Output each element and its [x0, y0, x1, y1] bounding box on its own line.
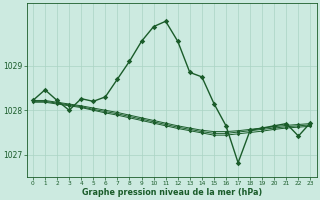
X-axis label: Graphe pression niveau de la mer (hPa): Graphe pression niveau de la mer (hPa): [82, 188, 262, 197]
